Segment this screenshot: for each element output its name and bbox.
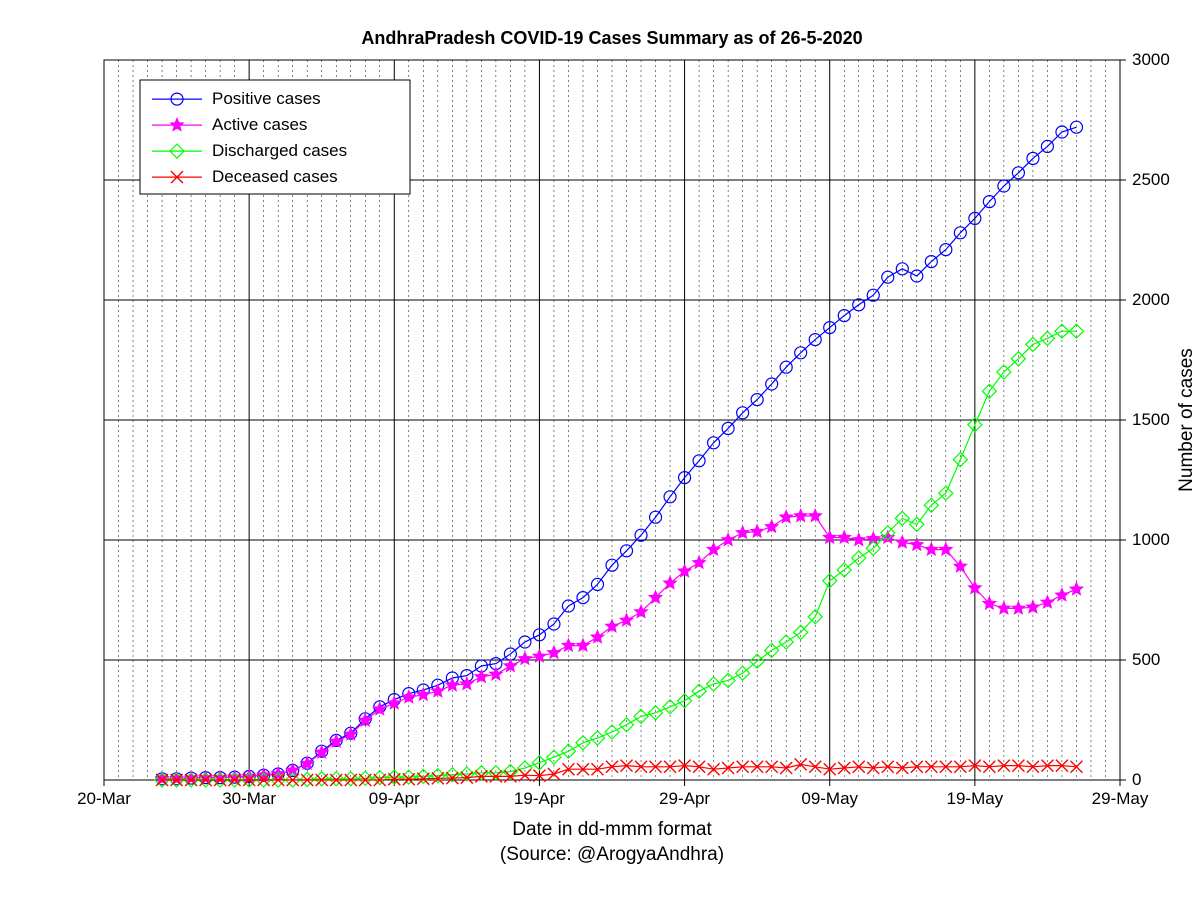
x-axis-label: Date in dd-mmm format [512,819,712,840]
xtick-label: 09-May [801,789,858,808]
xtick-label: 29-May [1092,789,1149,808]
xtick-label: 29-Apr [659,789,710,808]
ytick-label: 1500 [1132,410,1170,429]
ytick-label: 2000 [1132,290,1170,309]
ytick-label: 500 [1132,650,1160,669]
xtick-label: 19-Apr [514,789,565,808]
legend: Positive cases Active cases Discharged cas… [140,80,410,194]
xtick-label: 19-May [947,789,1004,808]
legend-label: Positive cases [212,89,321,108]
legend-label: Deceased cases [212,167,338,186]
xtick-label: 09-Apr [369,789,420,808]
chart-container: 20-Mar 30-Mar 09-Apr 19-Apr 29-Apr 09-May 19-M… [0,0,1200,898]
y-axis-label: Number of cases [1176,348,1197,492]
x-axis-source: (Source: @ArogyaAndhra) [500,844,724,865]
ytick-label: 0 [1132,770,1141,789]
ytick-label: 3000 [1132,50,1170,69]
ytick-label: 1000 [1132,530,1170,549]
legend-label: Active cases [212,115,307,134]
ytick-label: 2500 [1132,170,1170,189]
chart-svg: 20-Mar 30-Mar 09-Apr 19-Apr 29-Apr 09-May 19-M… [0,0,1200,898]
xtick-label: 30-Mar [222,789,276,808]
chart-title: AndhraPradesh COVID-19 Cases Summary as … [361,28,862,48]
xtick-label: 20-Mar [77,789,131,808]
legend-label: Discharged cases [212,141,347,160]
